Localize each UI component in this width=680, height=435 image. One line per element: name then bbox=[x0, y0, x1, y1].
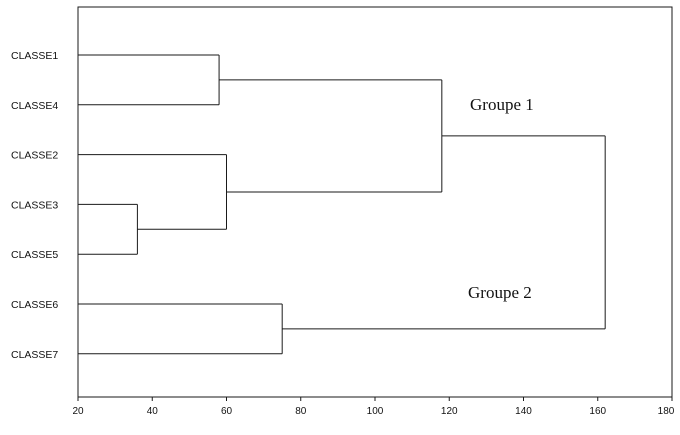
x-tick-label: 80 bbox=[295, 406, 307, 417]
x-tick-label: 180 bbox=[658, 406, 675, 417]
x-tick-label: 140 bbox=[515, 406, 532, 417]
group-label: Groupe 2 bbox=[468, 283, 532, 302]
leaf-label: CLASSE2 bbox=[11, 150, 58, 162]
x-axis-ticks: 20 40 60 80 100 120 140 160 180 bbox=[72, 397, 675, 417]
x-tick-label: 120 bbox=[441, 406, 458, 417]
leaf-label: CLASSE4 bbox=[11, 100, 58, 112]
leaf-label: CLASSE5 bbox=[11, 249, 58, 261]
leaf-label: CLASSE7 bbox=[11, 349, 58, 361]
x-tick-label: 60 bbox=[221, 406, 233, 417]
x-tick-label: 160 bbox=[589, 406, 606, 417]
plot-frame bbox=[77, 6, 673, 398]
leaf-label: CLASSE3 bbox=[11, 199, 58, 211]
x-tick-label: 40 bbox=[147, 406, 159, 417]
group-annotations: Groupe 1 Groupe 2 bbox=[468, 95, 534, 302]
leaf-labels: CLASSE1 CLASSE4 CLASSE2 CLASSE3 CLASSE5 CLASS… bbox=[11, 50, 58, 361]
leaf-label: CLASSE6 bbox=[11, 299, 58, 311]
x-tick-label: 100 bbox=[367, 406, 384, 417]
dendrogram-links bbox=[78, 54, 606, 355]
group-label: Groupe 1 bbox=[470, 95, 534, 114]
leaf-label: CLASSE1 bbox=[11, 50, 58, 62]
x-tick-label: 20 bbox=[72, 406, 84, 417]
